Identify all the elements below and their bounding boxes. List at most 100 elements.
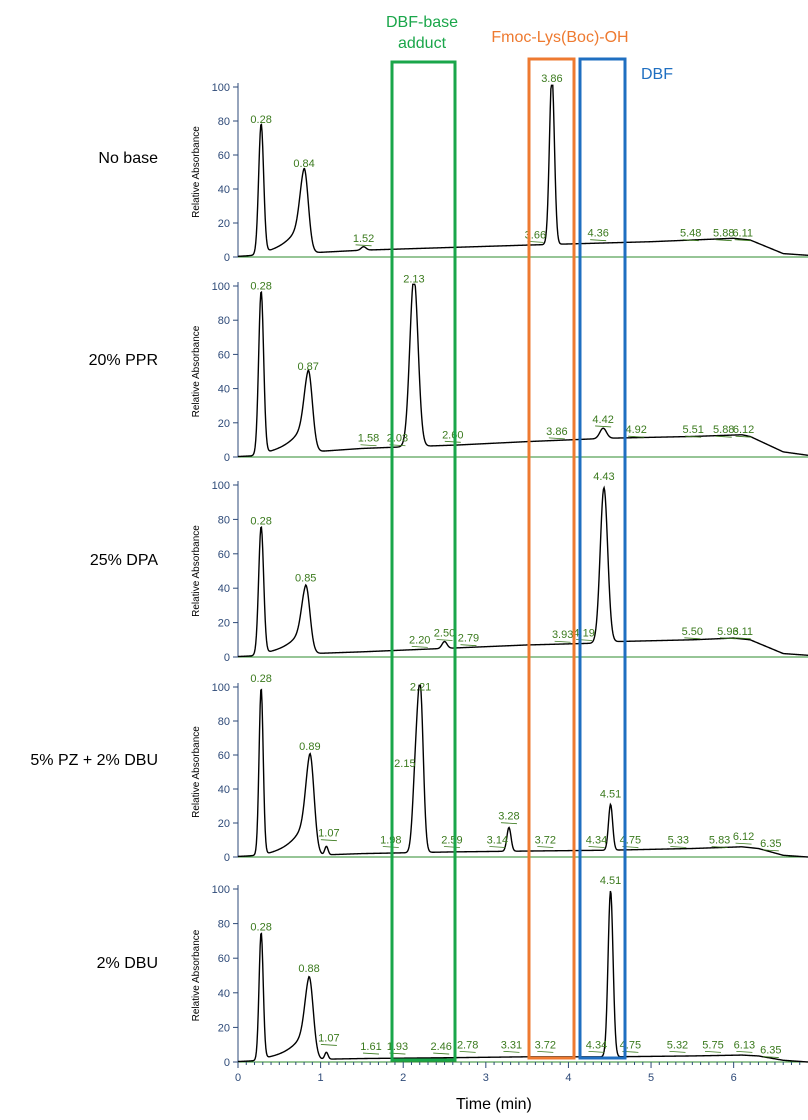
y-tick-label: 100 xyxy=(212,480,230,492)
peak-label: 0.28 xyxy=(250,673,271,685)
y-tick-label: 20 xyxy=(218,818,230,830)
peak-label: 4.42 xyxy=(592,414,613,426)
peak-label-marker xyxy=(682,239,699,242)
peak-label-marker xyxy=(554,640,571,643)
peak-label-marker xyxy=(762,849,779,852)
peak-label-marker xyxy=(444,440,461,443)
peak-label: 1.58 xyxy=(358,433,379,445)
peak-label: 6.35 xyxy=(760,838,781,850)
peak-label-marker xyxy=(736,1050,753,1053)
peak-label: 4.43 xyxy=(593,471,614,483)
chromatogram-trace xyxy=(237,84,808,257)
peak-label: 2.60 xyxy=(442,429,463,441)
peak-label: 6.12 xyxy=(733,831,754,843)
y-axis-label: Relative Absorbance xyxy=(191,126,202,218)
peak-label: 0.28 xyxy=(250,516,271,528)
peak-label: 0.28 xyxy=(250,114,271,126)
y-axis-label: Relative Absorbance xyxy=(191,325,202,417)
y-tick-label: 0 xyxy=(224,1057,230,1069)
highlight-box-fmoc-lys-boc-oh xyxy=(527,57,576,1060)
peak-label-marker xyxy=(320,1044,337,1046)
x-axis-title: Time (min) xyxy=(456,1096,532,1113)
peak-label: 2.21 xyxy=(410,682,431,694)
y-tick-label: 100 xyxy=(212,682,230,694)
chromatogram-panel-1: 0 20 40 60 80 100 Relative Absorbance 0.28 0.84 1… xyxy=(191,73,808,264)
peak-label-marker xyxy=(588,1050,605,1053)
peak-label-marker xyxy=(436,639,453,641)
peak-label: 0.28 xyxy=(250,922,271,934)
peak-label: 3.28 xyxy=(498,811,519,823)
label-dbf-base-line2: adduct xyxy=(397,35,447,52)
y-tick-label: 60 xyxy=(218,549,230,561)
y-tick-label: 80 xyxy=(218,919,230,931)
y-tick-label: 40 xyxy=(218,583,230,595)
peak-label: 4.34 xyxy=(586,835,607,847)
peak-label: 5.88 xyxy=(713,228,734,240)
peak-label-marker xyxy=(355,244,372,247)
label-dbf: DBF xyxy=(632,64,682,85)
y-tick-label: 20 xyxy=(218,418,230,430)
x-tick-label: 2 xyxy=(400,1072,406,1084)
peak-label-marker xyxy=(588,846,605,848)
peak-label-marker xyxy=(459,1050,476,1053)
highlight-box-dbf xyxy=(578,57,627,1060)
peak-label-marker xyxy=(443,846,460,848)
peak-label-marker xyxy=(669,1050,686,1053)
peak-label-marker xyxy=(628,435,645,438)
y-tick-label: 100 xyxy=(212,82,230,94)
y-axis-label: Relative Absorbance xyxy=(191,726,202,818)
y-tick-label: 100 xyxy=(212,281,230,293)
y-tick-label: 0 xyxy=(224,452,230,464)
peak-label: 5.48 xyxy=(680,228,701,240)
peak-label-marker xyxy=(735,842,752,845)
row-label-pz-dbu: 5% PZ + 2% DBU xyxy=(30,752,158,769)
peak-label: 5.51 xyxy=(682,424,703,436)
peak-label: 1.93 xyxy=(387,1041,408,1053)
peak-label: 1.07 xyxy=(318,828,339,840)
y-tick-label: 80 xyxy=(218,514,230,526)
x-tick-label: 1 xyxy=(318,1072,324,1084)
y-tick-label: 20 xyxy=(218,618,230,630)
peak-label: 4.34 xyxy=(586,1039,607,1051)
x-tick-label: 4 xyxy=(565,1072,571,1084)
peak-label-marker xyxy=(489,846,506,848)
chromatogram-trace xyxy=(237,485,808,658)
peak-label: 0.87 xyxy=(298,361,319,373)
peak-label-marker xyxy=(734,637,751,640)
chromatogram-trace xyxy=(237,684,808,858)
peak-label: 4.19 xyxy=(573,628,594,640)
peak-label-marker xyxy=(433,1052,450,1055)
peak-label-marker xyxy=(715,435,732,438)
y-axis-label: Relative Absorbance xyxy=(191,929,202,1021)
y-tick-label: 40 xyxy=(218,784,230,796)
peak-label: 3.14 xyxy=(487,835,508,847)
peak-label: 0.28 xyxy=(250,281,271,293)
y-axis-label: Relative Absorbance xyxy=(191,525,202,617)
peak-label: 3.31 xyxy=(501,1039,522,1051)
label-fmoc-line1: Fmoc-Lys(Boc)-OH xyxy=(491,29,629,46)
peak-label: 2.13 xyxy=(403,274,424,286)
peak-label-marker xyxy=(734,239,751,242)
row-label-20-ppr: 20% PPR xyxy=(88,352,158,369)
peak-label: 2.50 xyxy=(434,628,455,640)
peak-label: 4.51 xyxy=(600,875,621,887)
peak-label: 3.86 xyxy=(546,426,567,438)
y-tick-label: 80 xyxy=(218,116,230,128)
peak-label-marker xyxy=(735,435,752,438)
row-label-no-base: No base xyxy=(98,150,158,167)
peak-label-marker xyxy=(411,646,428,648)
peak-label-marker xyxy=(500,822,517,825)
x-tick-label: 3 xyxy=(483,1072,489,1084)
peak-label: 6.35 xyxy=(760,1045,781,1057)
peak-label-marker xyxy=(762,1056,779,1058)
x-tick-label: 0 xyxy=(235,1072,241,1084)
y-tick-label: 60 xyxy=(218,349,230,361)
peak-label: 1.52 xyxy=(353,233,374,245)
chromatogram-panel-2: 0 20 40 60 80 100 Relative Absorbance 0.28 0.87 1… xyxy=(191,274,808,464)
label-dbf-line1: DBF xyxy=(641,66,673,83)
peak-label: 3.86 xyxy=(541,73,562,85)
peak-label-marker xyxy=(670,846,687,848)
peak-label-marker xyxy=(460,644,477,647)
